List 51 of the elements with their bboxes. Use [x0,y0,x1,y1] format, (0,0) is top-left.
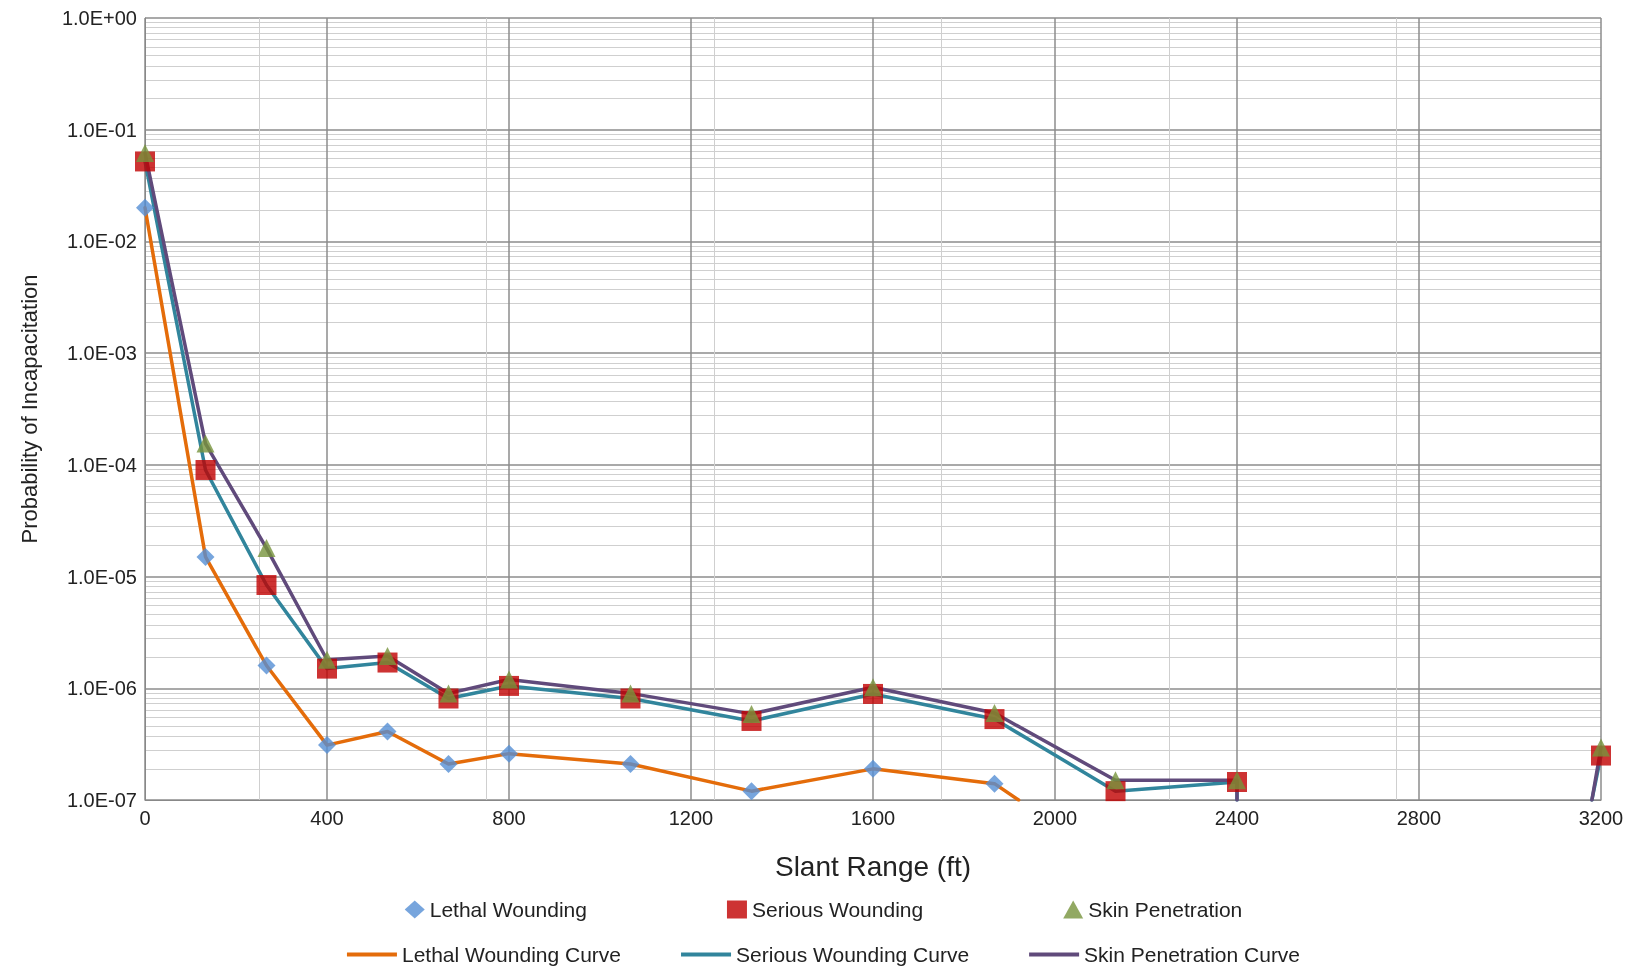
x-tick-label: 2400 [1214,807,1260,829]
point [378,646,397,665]
point [439,684,458,703]
point [1106,771,1125,790]
point [621,684,640,703]
point [742,704,761,723]
y-axis-title: Probability of Incapacitation [16,274,42,544]
point [500,670,518,689]
x-axis-title: Slant Range (ft) [774,850,972,882]
point [742,782,761,801]
point [318,650,336,669]
legend-label: Serious Wounding [751,898,924,921]
y-tick-label: 1.0E-07 [66,789,137,811]
point [985,704,1004,723]
y-tick-label: 1.0E+00 [61,7,137,29]
point [378,722,397,741]
point [864,759,882,778]
x-tick-label: 800 [492,807,526,829]
y-tick-label: 1.0E-02 [66,230,137,253]
point [500,744,518,763]
x-tick-label: 2800 [1396,807,1442,829]
point [439,755,458,773]
x-tick-label: 1600 [850,807,896,829]
point [136,198,154,217]
x-tick-label: 2000 [1032,807,1078,829]
point [195,459,216,480]
x-tick-label: 3200 [1578,807,1624,829]
y-tick-label: 1.0E-05 [66,565,137,588]
point [864,678,882,697]
point [257,656,276,675]
point [196,434,215,453]
point [257,539,276,558]
legend-label: Lethal Wounding Curve [401,943,622,966]
point [1592,738,1610,757]
point [136,143,154,162]
legend-label: Lethal Wounding [429,898,587,921]
legend-label: Serious Wounding Curve [736,943,970,966]
point [985,774,1004,793]
x-tick-label: 400 [310,807,344,829]
y-tick-label: 1.0E-04 [66,453,137,476]
y-tick-label: 1.0E-03 [66,342,137,365]
point [196,547,215,566]
x-tick-label: 0 [139,807,151,829]
point [621,755,640,773]
point [256,575,277,596]
x-tick-label: 1200 [668,807,714,829]
legend-label: Skin Penetration [1088,898,1243,921]
point [318,736,336,755]
y-tick-label: 1.0E-06 [66,677,137,700]
y-tick-label: 1.0E-01 [66,118,137,141]
legend-label: Skin Penetration Curve [1084,943,1301,966]
